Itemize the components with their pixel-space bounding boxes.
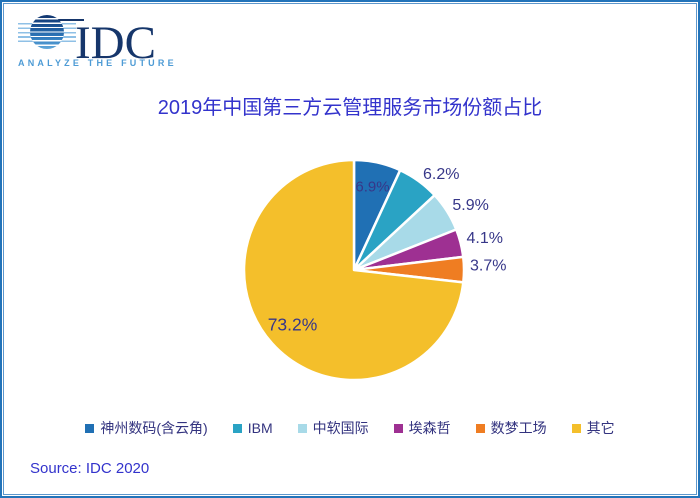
- legend-label: 埃森哲: [408, 420, 451, 436]
- legend-label: 神州数码(含云角): [100, 420, 208, 436]
- legend-label: IBM: [247, 420, 273, 436]
- pie-slice-label: 3.7%: [470, 258, 506, 275]
- pie-slice-label: 6.9%: [355, 179, 389, 196]
- chart-title: 2019年中国第三方云管理服务市场份额占比: [157, 97, 543, 119]
- legend-item-4: 埃森哲: [393, 418, 451, 438]
- legend-swatch: [393, 423, 403, 433]
- pie-slice-label: 6.2%: [423, 166, 459, 183]
- legend-swatch: [232, 423, 242, 433]
- legend-swatch: [85, 423, 95, 433]
- logo-tagline: ANALYZE THE FUTURE: [18, 58, 177, 68]
- legend-swatch: [297, 423, 307, 433]
- legend-swatch: [571, 423, 581, 433]
- legend-item-1: 神州数码(含云角): [85, 418, 208, 438]
- logo-text: IDC: [75, 17, 156, 69]
- legend-item-5: 数梦工场: [475, 418, 547, 438]
- legend-item-2: IBM: [232, 420, 273, 436]
- legend-swatch: [475, 423, 485, 433]
- idc-logo: IDC ANALYZE THE FUTURE: [16, 10, 216, 70]
- pie-slice-label: 5.9%: [452, 197, 488, 214]
- logo-globe-top-line: [36, 19, 84, 21]
- pie-slice-6: [242, 158, 465, 382]
- legend-label: 其它: [586, 420, 615, 436]
- logo-globe-icon: [30, 15, 64, 49]
- legend-item-6: 其它: [571, 418, 615, 438]
- legend-item-3: 中软国际: [297, 418, 369, 438]
- pie-slice-label: 73.2%: [268, 314, 318, 334]
- legend-label: 数梦工场: [490, 420, 547, 436]
- legend: 神州数码(含云角) IBM 中软国际 埃森哲 数梦工场 其它: [2, 418, 698, 438]
- legend-label: 中软国际: [312, 420, 369, 436]
- pie-slice-label: 4.1%: [467, 230, 503, 247]
- source-note: Source: IDC 2020: [30, 460, 150, 477]
